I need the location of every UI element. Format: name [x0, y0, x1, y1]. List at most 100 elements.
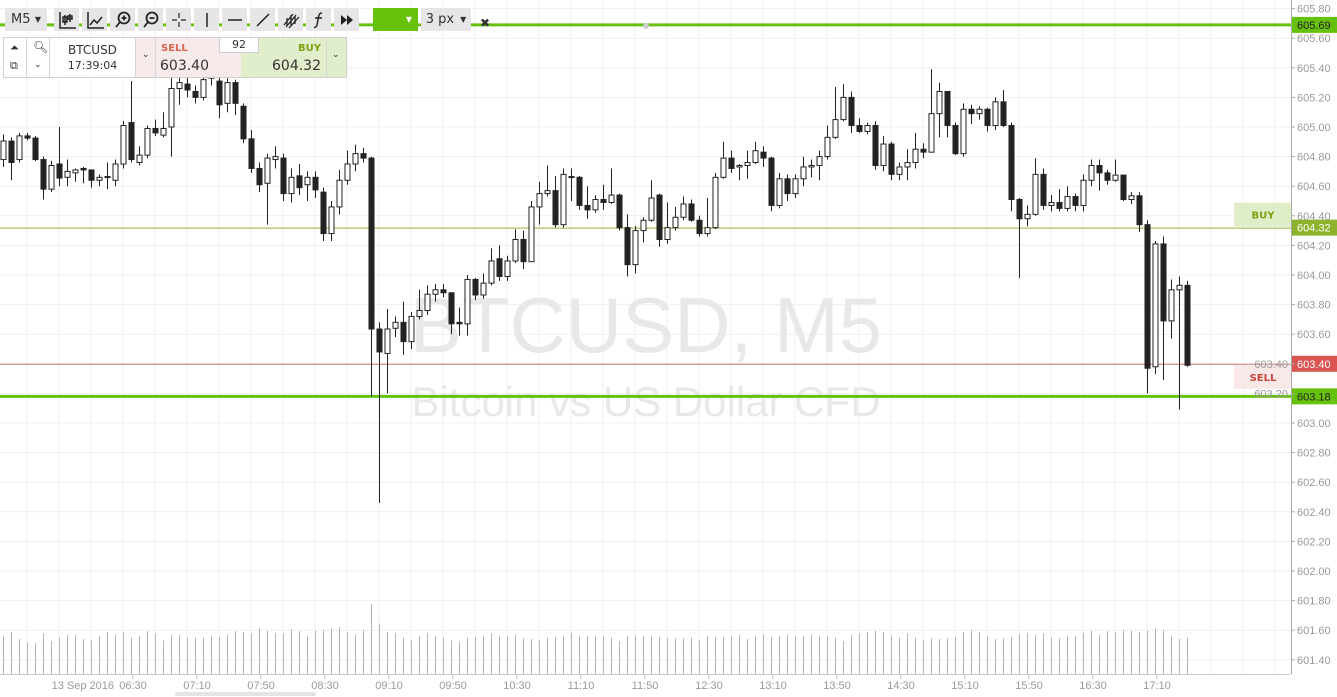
- buy-button[interactable]: BUY 604.32: [241, 38, 327, 77]
- bullish-candle: [432, 283, 439, 302]
- time-axis[interactable]: 13 Sep 2016 06:30 07:10 07:50 08:30 09:10 09:5…: [0, 674, 1291, 692]
- buy-dropdown[interactable]: ⌄: [327, 38, 346, 77]
- bearish-candle: [448, 292, 455, 335]
- price-axis[interactable]: 605.80 605.60 605.40 605.20 605.00 604.80 604.…: [1254, 0, 1331, 674]
- zoom-out-tool-button[interactable]: [138, 8, 163, 31]
- price-tick-label: 604.40: [1297, 211, 1331, 223]
- candle-body: [944, 90, 951, 127]
- candle-body: [888, 143, 895, 175]
- crosshair-tool-button[interactable]: [166, 8, 191, 31]
- line-width-dropdown[interactable]: 3 px ▼: [421, 8, 471, 31]
- bullish-candle: [504, 255, 511, 281]
- bullish-candle: [168, 67, 175, 157]
- candle-body: [1128, 195, 1135, 201]
- bullish-candle: [808, 159, 815, 178]
- candle-body: [1152, 243, 1159, 368]
- horizontal-line-icon: [227, 18, 242, 21]
- fast-forward-tool-button[interactable]: [334, 8, 359, 31]
- symbol-name: BTCUSD: [68, 43, 117, 57]
- candle-body: [656, 194, 663, 240]
- chevron-down-icon[interactable]: ⌄: [34, 60, 42, 70]
- candle-body: [1072, 196, 1079, 206]
- fast-forward-icon: [340, 14, 353, 25]
- bullish-candle: [640, 217, 647, 243]
- sell-label: SELL: [161, 43, 188, 54]
- bearish-candle: [256, 162, 263, 193]
- candle-body: [696, 219, 703, 235]
- candle-body: [976, 108, 983, 115]
- price-tick-label: 605.80: [1297, 4, 1331, 16]
- candle-body: [664, 227, 671, 240]
- candle-body: [520, 238, 527, 263]
- external-link-icon[interactable]: ⧉: [10, 59, 18, 72]
- vertical-line-tool-button[interactable]: [194, 8, 219, 31]
- volume-bars: [3, 604, 1188, 674]
- delete-line-button[interactable]: ✖: [480, 16, 491, 30]
- time-tick-label: 11:10: [568, 680, 595, 692]
- bullish-candle: [1168, 279, 1175, 339]
- bullish-candle: [592, 195, 599, 213]
- candle-body: [624, 227, 631, 266]
- fibonacci-channel-icon: [282, 13, 299, 28]
- candle-body: [768, 157, 775, 206]
- bullish-candle: [1048, 195, 1055, 212]
- line-color-dropdown[interactable]: ▼: [373, 8, 418, 31]
- time-tick-label: 16:30: [1079, 680, 1107, 692]
- bullish-candle: [488, 248, 495, 286]
- candle-body: [472, 278, 479, 296]
- bullish-candle: [1032, 158, 1039, 216]
- sell-price: 603.40: [160, 58, 209, 74]
- function-tool-button[interactable]: [306, 8, 331, 31]
- bearish-candle: [1160, 236, 1167, 381]
- candle-body: [760, 151, 767, 159]
- zoom-in-tool-button[interactable]: [110, 8, 135, 31]
- bullish-candle: [512, 229, 519, 264]
- bearish-candle: [576, 175, 583, 210]
- candlestick-chart-tool-button[interactable]: [54, 8, 79, 31]
- trend-line-icon: [255, 12, 270, 27]
- panel-tools-col: ⏶ ⧉: [4, 38, 27, 77]
- line-drag-handle[interactable]: [643, 23, 649, 29]
- candle-body: [304, 176, 311, 186]
- bearish-candle: [768, 156, 775, 212]
- line-chart-tool-button[interactable]: [82, 8, 107, 31]
- horizontal-scrollbar[interactable]: [175, 692, 316, 696]
- candlestick-chart-icon: [58, 11, 76, 29]
- time-tick-label: 09:50: [439, 680, 467, 692]
- search-icon[interactable]: 🔍︎: [33, 40, 49, 54]
- candle-body: [1136, 195, 1143, 226]
- bullish-candle: [288, 168, 295, 203]
- candle-body: [824, 136, 831, 158]
- trend-line-tool-button[interactable]: [250, 8, 275, 31]
- bullish-candle: [392, 316, 399, 338]
- candle-body: [752, 150, 759, 164]
- candle-body: [1112, 174, 1119, 181]
- time-tick-label: 17:10: [1143, 680, 1171, 692]
- symbol-cell[interactable]: BTCUSD 17:39:04: [50, 38, 136, 77]
- bullish-candle: [704, 198, 711, 237]
- candle-body: [88, 169, 95, 181]
- price-tick-label: 603.80: [1297, 300, 1331, 312]
- candle-body: [936, 90, 943, 115]
- bullish-candle: [1088, 159, 1095, 187]
- candle-body: [1080, 179, 1087, 206]
- candle-body: [264, 157, 271, 184]
- bullish-candle: [880, 135, 887, 172]
- bearish-candle: [1104, 169, 1111, 185]
- fibonacci-channel-tool-button[interactable]: [278, 8, 303, 31]
- bearish-candle: [232, 79, 239, 116]
- bearish-candle: [296, 164, 303, 196]
- bullish-candle: [112, 159, 119, 187]
- sell-dropdown[interactable]: ⌄: [136, 38, 156, 77]
- timeframe-dropdown[interactable]: M5 ▼: [5, 8, 47, 31]
- bearish-candle: [192, 85, 199, 104]
- collapse-icon[interactable]: ⏶: [10, 41, 19, 54]
- horizontal-line-tool-button[interactable]: [222, 8, 247, 31]
- price-tick-label: 602.00: [1297, 566, 1331, 578]
- candle-body: [312, 176, 319, 191]
- candle-body: [720, 157, 727, 178]
- candle-body: [960, 108, 967, 155]
- bearish-candle: [1056, 189, 1063, 212]
- bullish-candle: [408, 312, 415, 349]
